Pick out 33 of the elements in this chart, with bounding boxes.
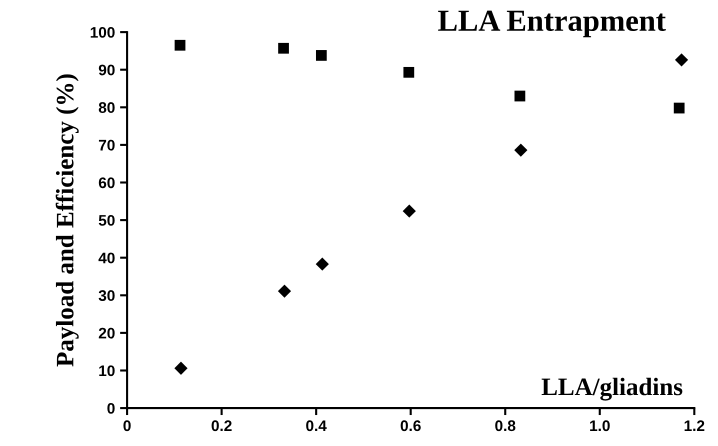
point xyxy=(402,204,416,218)
x-tick-label: 0.2 xyxy=(212,420,232,432)
point xyxy=(514,90,526,102)
x-tick-label: 0.6 xyxy=(400,420,421,432)
x-tick-label: 0.4 xyxy=(306,420,327,432)
y-axis-title: Payload and Efficiency (%) xyxy=(56,74,79,367)
y-tick-label: 90 xyxy=(98,64,115,76)
y-tick-label: 40 xyxy=(98,252,115,264)
point xyxy=(316,50,327,61)
point xyxy=(278,284,292,298)
chart-title: LLA Entrapment xyxy=(438,10,666,38)
x-tick-label: 0 xyxy=(123,420,131,432)
x-tick-label: 1.0 xyxy=(590,420,610,432)
point xyxy=(674,102,685,114)
point xyxy=(174,40,186,51)
point xyxy=(278,42,289,54)
y-tick-label: 20 xyxy=(98,328,115,339)
y-tick-label: 50 xyxy=(98,214,115,226)
y-tick-label: 100 xyxy=(90,26,115,38)
y-tick-label: 0 xyxy=(107,402,115,414)
x-axis-title: LLA/gliadins xyxy=(542,378,682,401)
point xyxy=(174,362,188,375)
y-tick-label: 60 xyxy=(98,177,115,188)
y-tick-label: 30 xyxy=(98,290,115,302)
x-tick-label: 1.2 xyxy=(684,420,704,431)
y-tick-label: 80 xyxy=(98,102,115,113)
y-tick-label: 10 xyxy=(99,365,115,376)
point xyxy=(403,66,414,78)
point xyxy=(316,258,329,271)
y-tick-label: 70 xyxy=(98,140,115,151)
point xyxy=(674,53,688,67)
point xyxy=(514,144,528,157)
x-tick-label: 0.8 xyxy=(495,420,516,432)
